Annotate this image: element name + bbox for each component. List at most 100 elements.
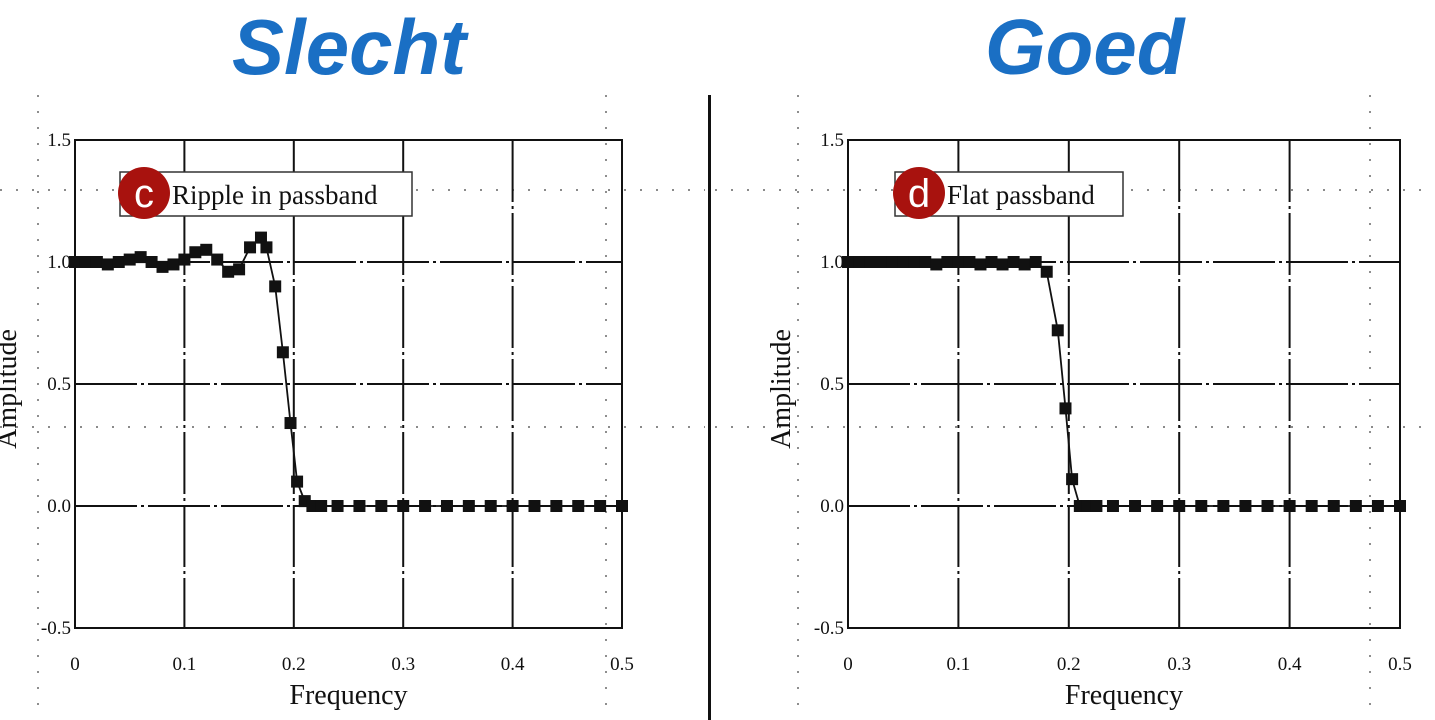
- chart-0-data-point: [375, 500, 388, 512]
- chart-1-data-point: [842, 256, 854, 268]
- chart-0-legend-badge-letter: c: [134, 172, 154, 216]
- chart-0-data-point: [189, 246, 202, 259]
- chart-1-data-point: [1327, 500, 1340, 512]
- chart-1-data-point: [1217, 500, 1230, 512]
- chart-1-xtick-label: 0.2: [1057, 654, 1081, 675]
- chart-1-data-point: [1007, 256, 1020, 268]
- chart-1-data-point: [853, 256, 866, 268]
- chart-1-xtick-label: 0: [843, 654, 853, 675]
- chart-0-ytick-label: -0.5: [41, 618, 71, 639]
- chart-0-ytick-label: 0.0: [47, 496, 71, 517]
- chart-1-data-point: [1283, 500, 1296, 512]
- chart-0-data-point: [315, 500, 328, 512]
- chart-1-data-point: [1173, 500, 1186, 512]
- chart-0-data-point: [594, 500, 607, 512]
- chart-0-data-point: [79, 256, 92, 268]
- chart-1-data-point: [1029, 256, 1042, 268]
- chart-1-data-point: [1239, 500, 1252, 512]
- chart-0-data-point: [260, 241, 273, 254]
- chart-1-ytick-label: 1.0: [820, 252, 844, 273]
- chart-1-data-point: [875, 256, 888, 268]
- chart-0-ytick-label: 1.0: [47, 252, 71, 273]
- chart-0-xtick-label: 0.1: [173, 654, 197, 675]
- chart-1-ytick-label: 0.5: [820, 374, 844, 395]
- chart-1-legend-badge-letter: d: [908, 172, 930, 216]
- chart-0-data-point: [101, 258, 114, 271]
- chart-1-data-point: [1090, 500, 1103, 512]
- chart-0-xtick-label: 0.4: [501, 654, 525, 675]
- chart-1-legend-text: Flat passband: [947, 180, 1095, 210]
- chart-1-y-axis-title: Amplitude: [766, 329, 797, 449]
- chart-1-data-point: [963, 256, 976, 268]
- chart-0-data-point: [572, 500, 585, 512]
- chart-flat-passband: 0 0.1 0.2 0.3 0.4 0.5 -0.5 0.0 0.5 1.0 1.5 Frequenc…: [715, 95, 1432, 715]
- heading-slecht: Slecht: [232, 3, 467, 91]
- chart-1-data-point: [996, 258, 1009, 271]
- chart-0-data-point: [353, 500, 366, 512]
- chart-0-data-point: [397, 500, 410, 512]
- chart-0-data-point: [284, 417, 297, 430]
- chart-1-data-point: [1106, 500, 1119, 512]
- chart-0-y-axis-title: Amplitude: [0, 329, 23, 449]
- chart-0-legend-text: Ripple in passband: [172, 180, 378, 210]
- chart-0-data-point: [419, 500, 432, 512]
- chart-1-legend-badge: [893, 167, 945, 219]
- chart-0-data-point: [506, 500, 519, 512]
- chart-0-ytick-label: 0.5: [47, 374, 71, 395]
- chart-1-x-axis-title: Frequency: [1065, 680, 1183, 711]
- chart-1-data-point: [1371, 500, 1384, 512]
- chart-0-data-point: [440, 500, 453, 512]
- chart-1-data-point: [1394, 500, 1406, 512]
- chart-0-data-point: [484, 500, 497, 512]
- chart-1-data-point: [1261, 500, 1274, 512]
- chart-0-data-point: [462, 500, 475, 512]
- chart-1-data-point: [1151, 500, 1164, 512]
- chart-0-xtick-label: 0.2: [282, 654, 306, 675]
- chart-1-data-point: [897, 256, 910, 268]
- chart-0-data-point: [616, 500, 628, 512]
- chart-1-xtick-label: 0.1: [947, 654, 971, 675]
- chart-1-data-point: [941, 256, 954, 268]
- chart-1-data-point: [1040, 265, 1053, 278]
- chart-ripple-in-passband: 0 0.1 0.2 0.3 0.4 0.5 -0.5 0.0 0.5 1.0 1.5 Frequenc…: [0, 95, 705, 715]
- chart-0-data-point: [528, 500, 541, 512]
- chart-0-data-point: [276, 346, 289, 359]
- chart-1-xtick-label: 0.4: [1278, 654, 1302, 675]
- chart-1-data-point: [952, 256, 965, 268]
- chart-0-data-point: [233, 263, 246, 276]
- chart-0-data-point: [112, 256, 125, 268]
- chart-1-data-point: [1018, 258, 1031, 271]
- chart-0-ytick-label: 1.5: [47, 130, 71, 151]
- chart-0-data-point: [156, 260, 169, 273]
- chart-1-data-point: [985, 256, 998, 268]
- chart-0-data-point: [222, 265, 235, 278]
- chart-1-data-point: [1051, 324, 1064, 337]
- chart-0-data-point: [291, 475, 304, 488]
- chart-1-data-point: [1129, 500, 1142, 512]
- chart-0-data-point: [550, 500, 563, 512]
- chart-1-ytick-label: 0.0: [820, 496, 844, 517]
- chart-1-xtick-label: 0.3: [1167, 654, 1191, 675]
- chart-1-data-point: [864, 256, 877, 268]
- chart-0-legend-badge: [118, 167, 170, 219]
- chart-1-ytick-label: -0.5: [814, 618, 844, 639]
- chart-1-xtick-label: 0.5: [1388, 654, 1412, 675]
- chart-0-xtick-label: 0.5: [610, 654, 634, 675]
- chart-0-x-axis-title: Frequency: [289, 680, 407, 711]
- chart-0-data-point: [90, 256, 103, 268]
- chart-0-data-point: [69, 256, 81, 268]
- chart-0-data-point: [200, 243, 213, 256]
- chart-1-data-point: [1195, 500, 1208, 512]
- chart-0-data-point: [178, 253, 191, 266]
- chart-0-data-point: [254, 231, 267, 244]
- chart-1-data-point: [930, 258, 943, 271]
- chart-0-xtick-label: 0.3: [391, 654, 415, 675]
- heading-goed: Goed: [985, 3, 1185, 91]
- chart-1-data-point: [1066, 473, 1079, 486]
- chart-1-ytick-label: 1.5: [820, 130, 844, 151]
- chart-0-data-point: [244, 241, 257, 254]
- chart-0-xtick-label: 0: [70, 654, 80, 675]
- chart-1-data-point: [974, 258, 987, 271]
- chart-0-data-point: [331, 500, 344, 512]
- chart-0-series-line: [75, 236, 622, 507]
